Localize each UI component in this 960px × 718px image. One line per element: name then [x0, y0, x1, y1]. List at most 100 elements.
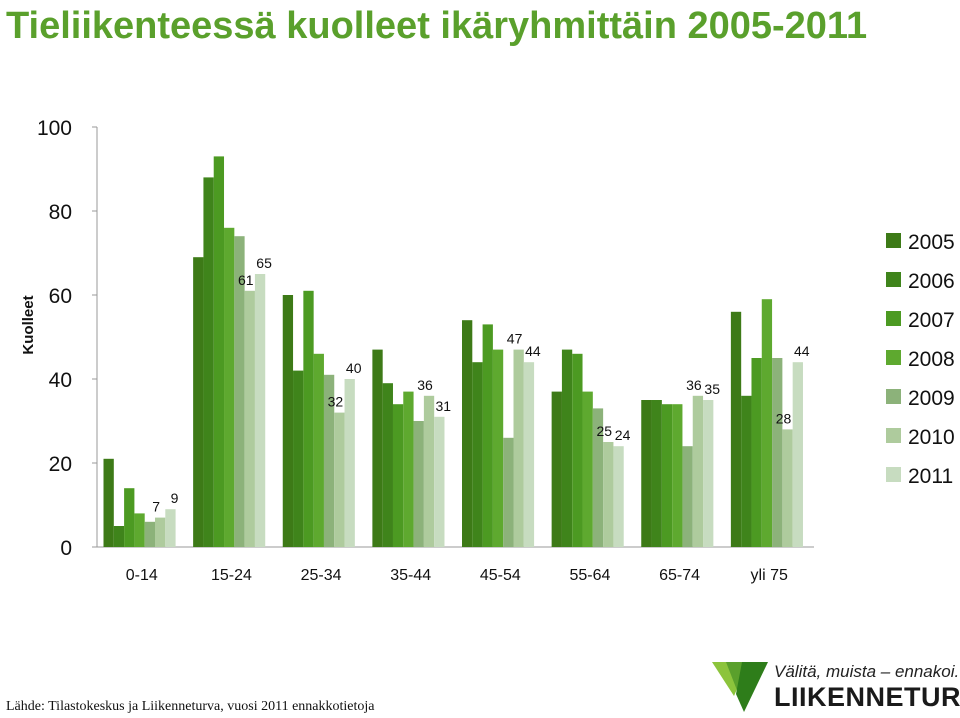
legend-label: 2009 — [908, 387, 955, 410]
x-tick-label: 45-54 — [480, 567, 521, 584]
legend-swatch-2007 — [886, 311, 901, 326]
data-label: 24 — [615, 427, 631, 443]
logo-name: LIIKENNETURVA — [774, 682, 960, 712]
x-tick-label: 55-64 — [569, 567, 610, 584]
data-label: 61 — [238, 272, 254, 288]
bar-2009-0-14 — [144, 521, 155, 547]
bar-2007-35-44 — [392, 404, 404, 547]
data-label: 40 — [346, 360, 362, 376]
bar-2008-35-44 — [403, 391, 414, 547]
data-label: 65 — [256, 255, 272, 271]
data-label: 36 — [417, 377, 433, 393]
bar-2011-0-14 — [165, 509, 176, 547]
x-tick-label: 15-24 — [211, 567, 252, 584]
bar-2005-45-54 — [462, 320, 473, 547]
liikenneturva-logo: Välitä, muista – ennakoi. LIIKENNETURVA — [710, 658, 960, 718]
page-title: Tieliikenteessä kuolleet ikäryhmittäin 2… — [6, 5, 868, 47]
data-label: 44 — [794, 343, 810, 359]
legend-swatch-2011 — [886, 467, 901, 482]
bar-2008-65-74 — [672, 404, 683, 547]
bar-2010-65-74 — [692, 395, 704, 547]
bar-2009-65-74 — [682, 446, 693, 547]
bar-2008-15-24 — [224, 227, 235, 548]
liikenneturva-v-logo-icon — [712, 662, 768, 712]
bar-2009-55-64 — [592, 408, 604, 547]
data-label: 9 — [171, 490, 179, 506]
bar-2005-yli 75 — [730, 311, 742, 547]
bar-2007-yli 75 — [751, 358, 762, 547]
data-label: 25 — [597, 423, 613, 439]
bar-2005-65-74 — [641, 400, 652, 547]
legend-label: 2011 — [908, 465, 953, 488]
bar-2011-65-74 — [703, 400, 714, 547]
bar-2005-0-14 — [103, 458, 114, 547]
legend-swatch-2010 — [886, 428, 901, 443]
bar-2010-25-34 — [334, 412, 345, 547]
bar-2010-15-24 — [244, 290, 255, 547]
bar-2011-15-24 — [254, 274, 266, 547]
legend-swatch-2005 — [886, 233, 901, 248]
legend-label: 2007 — [908, 309, 955, 332]
legend-swatch-2006 — [886, 272, 901, 287]
legend-swatch-2008 — [886, 350, 901, 365]
bar-2006-0-14 — [113, 526, 125, 547]
bar-2005-25-34 — [282, 295, 294, 547]
bar-2008-55-64 — [582, 391, 593, 547]
bar-2007-65-74 — [661, 404, 673, 547]
x-tick-label: 65-74 — [659, 567, 700, 584]
data-label: 28 — [776, 410, 792, 426]
bar-2008-25-34 — [313, 353, 324, 547]
bar-2007-25-34 — [303, 290, 314, 547]
bar-2007-15-24 — [213, 156, 225, 547]
bar-2009-25-34 — [323, 374, 335, 547]
bar-2009-35-44 — [413, 421, 424, 547]
y-tick-label: 40 — [49, 369, 72, 392]
bar-2011-55-64 — [613, 446, 624, 547]
bar-2009-15-24 — [234, 236, 245, 547]
bar-2007-45-54 — [482, 324, 493, 547]
bar-2010-35-44 — [423, 395, 435, 547]
bar-2011-25-34 — [344, 379, 355, 547]
bar-2010-55-64 — [603, 442, 614, 547]
bar-2011-yli 75 — [792, 362, 803, 547]
bar-2005-55-64 — [551, 391, 562, 547]
data-label: 35 — [704, 381, 720, 397]
legend-label: 2008 — [908, 348, 955, 371]
bar-2006-35-44 — [382, 383, 393, 547]
bar-2006-15-24 — [203, 177, 214, 547]
x-tick-label: yli 75 — [751, 567, 788, 584]
bar-2008-0-14 — [134, 513, 145, 547]
bar-2005-15-24 — [193, 257, 204, 547]
bar-2010-yli 75 — [782, 429, 793, 547]
bar-2006-65-74 — [651, 400, 662, 547]
x-tick-label: 25-34 — [301, 567, 342, 584]
y-tick-label: 60 — [49, 285, 72, 308]
bar-2006-45-54 — [472, 362, 483, 547]
data-label: 31 — [436, 398, 452, 414]
data-label: 32 — [328, 394, 344, 410]
y-tick-label: 100 — [37, 117, 72, 140]
bar-2010-0-14 — [155, 517, 166, 547]
bar-2008-yli 75 — [761, 299, 773, 547]
data-label: 47 — [507, 331, 523, 347]
logo-tagline: Välitä, muista – ennakoi. — [774, 662, 960, 681]
y-tick-label: 80 — [49, 201, 72, 224]
source-note: Lähde: Tilastokeskus ja Liikenneturva, v… — [6, 699, 375, 714]
legend-label: 2005 — [908, 231, 955, 254]
bar-2011-35-44 — [434, 416, 445, 547]
bar-2006-yli 75 — [741, 395, 752, 547]
bar-2011-45-54 — [523, 362, 535, 547]
bar-2007-0-14 — [124, 488, 135, 547]
y-axis-title: Kuolleet — [20, 295, 37, 354]
y-tick-label: 20 — [49, 453, 72, 476]
bar-2005-35-44 — [372, 349, 383, 547]
bar-2008-45-54 — [492, 349, 504, 547]
legend-label: 2010 — [908, 426, 955, 449]
x-tick-label: 35-44 — [390, 567, 431, 584]
bar-2010-45-54 — [513, 349, 524, 547]
bar-2006-55-64 — [561, 349, 573, 547]
legend-label: 2006 — [908, 270, 955, 293]
y-tick-label: 0 — [60, 537, 72, 560]
data-label: 36 — [686, 377, 702, 393]
